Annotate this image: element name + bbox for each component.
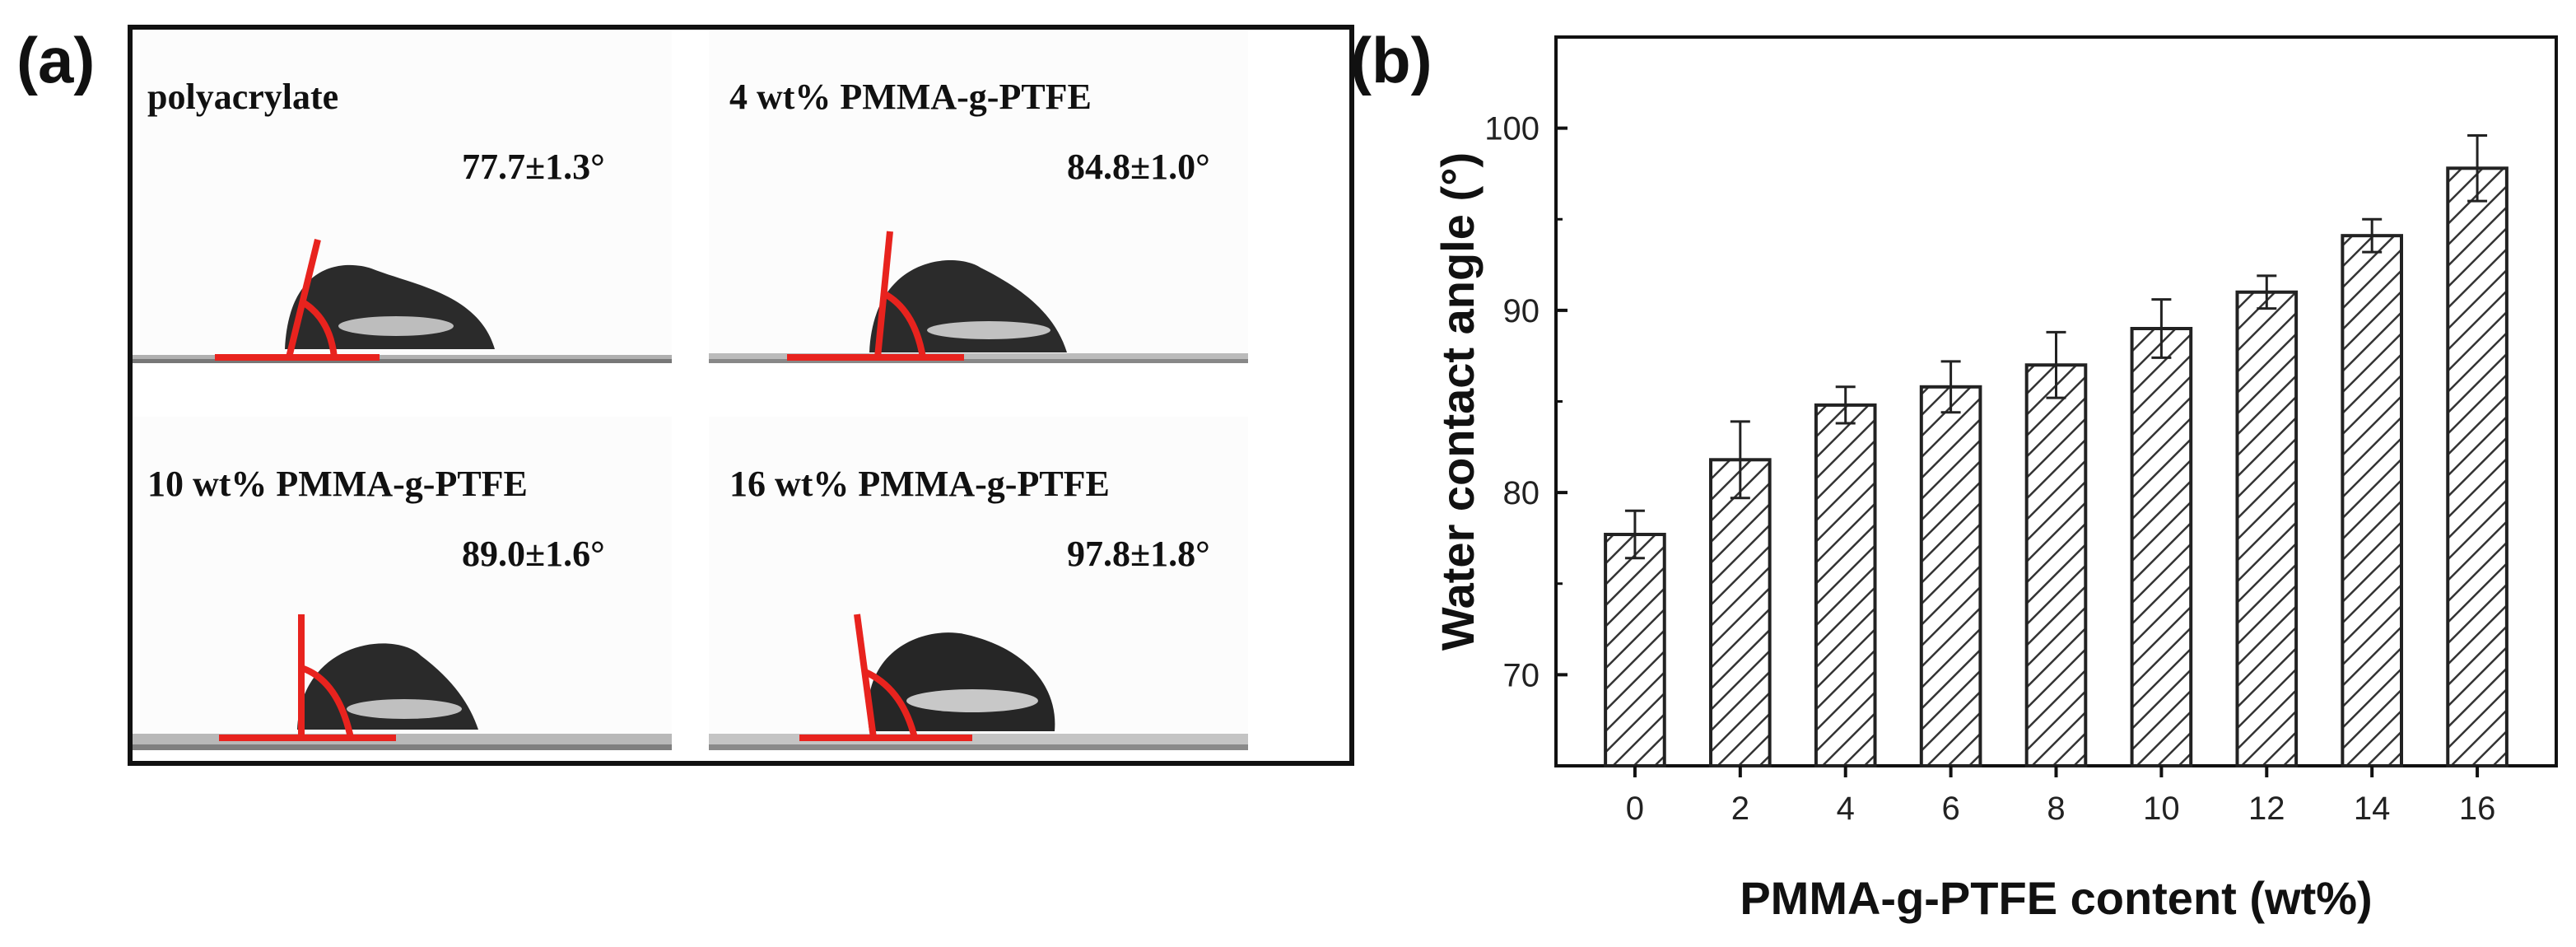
panel-label-b: (b) [1350, 24, 1432, 96]
x-axis-title: PMMA-g-PTFE content (wt%) [1740, 872, 2372, 924]
droplet-photo-16wt [709, 417, 1248, 750]
sample-name-polyacrylate: polyacrylate [147, 77, 339, 117]
x-tick-label: 0 [1626, 791, 1644, 827]
bar [2024, 363, 2088, 767]
droplet-photo-10wt [133, 417, 672, 750]
bar [1709, 458, 1772, 767]
bar [1604, 533, 1666, 767]
droplet-image [709, 613, 1248, 750]
y-axis-title: Water contact angle (°) [1432, 152, 1484, 651]
bar [1919, 385, 1982, 767]
angle-value-polyacrylate: 77.7±1.3° [462, 147, 605, 187]
angle-value-4wt: 84.8±1.0° [1067, 147, 1210, 187]
bar [1814, 403, 1877, 767]
y-tick-label: 80 [1503, 475, 1540, 511]
sample-name-16wt: 16 wt% PMMA-g-PTFE [729, 464, 1110, 504]
x-tick-label: 14 [2354, 791, 2391, 827]
x-tick-label: 2 [1731, 791, 1749, 827]
x-tick-label: 12 [2248, 791, 2285, 827]
y-tick-label: 90 [1503, 293, 1540, 329]
sample-name-10wt: 10 wt% PMMA-g-PTFE [147, 464, 528, 504]
bar [2446, 166, 2508, 768]
contact-angle-bar-chart: 70 80 90 100 0 2 4 6 8 10 12 14 16 PMMA-g-PTFE conten… [1350, 0, 2576, 947]
x-tick-label: 10 [2143, 791, 2180, 827]
bar [2130, 327, 2193, 767]
contact-angle-photos-panel: polyacrylate 77.7±1.3° 4 wt% PMMA-g-PTFE… [128, 25, 1354, 766]
angle-value-16wt: 97.8±1.8° [1067, 534, 1210, 574]
droplet-photo-polyacrylate [133, 30, 672, 363]
y-tick-label: 70 [1503, 657, 1540, 693]
sample-name-4wt: 4 wt% PMMA-g-PTFE [729, 77, 1092, 117]
chart-svg: 70 80 90 100 0 2 4 6 8 10 12 14 16 PMMA-g-PTFE conten… [1432, 35, 2558, 924]
x-tick-label: 4 [1837, 791, 1855, 827]
x-tick-label: 8 [2047, 791, 2065, 827]
x-tick-label: 6 [1941, 791, 1959, 827]
droplet-image [133, 614, 672, 750]
bar [2235, 290, 2299, 767]
angle-value-10wt: 89.0±1.6° [462, 534, 605, 574]
droplet-image [709, 231, 1248, 363]
droplet-image [133, 239, 672, 363]
y-tick-label: 100 [1484, 111, 1540, 147]
x-tick-label: 16 [2459, 791, 2496, 827]
panel-label-a: (a) [16, 24, 95, 96]
bar [2341, 234, 2403, 768]
droplet-photo-4wt [709, 30, 1248, 363]
